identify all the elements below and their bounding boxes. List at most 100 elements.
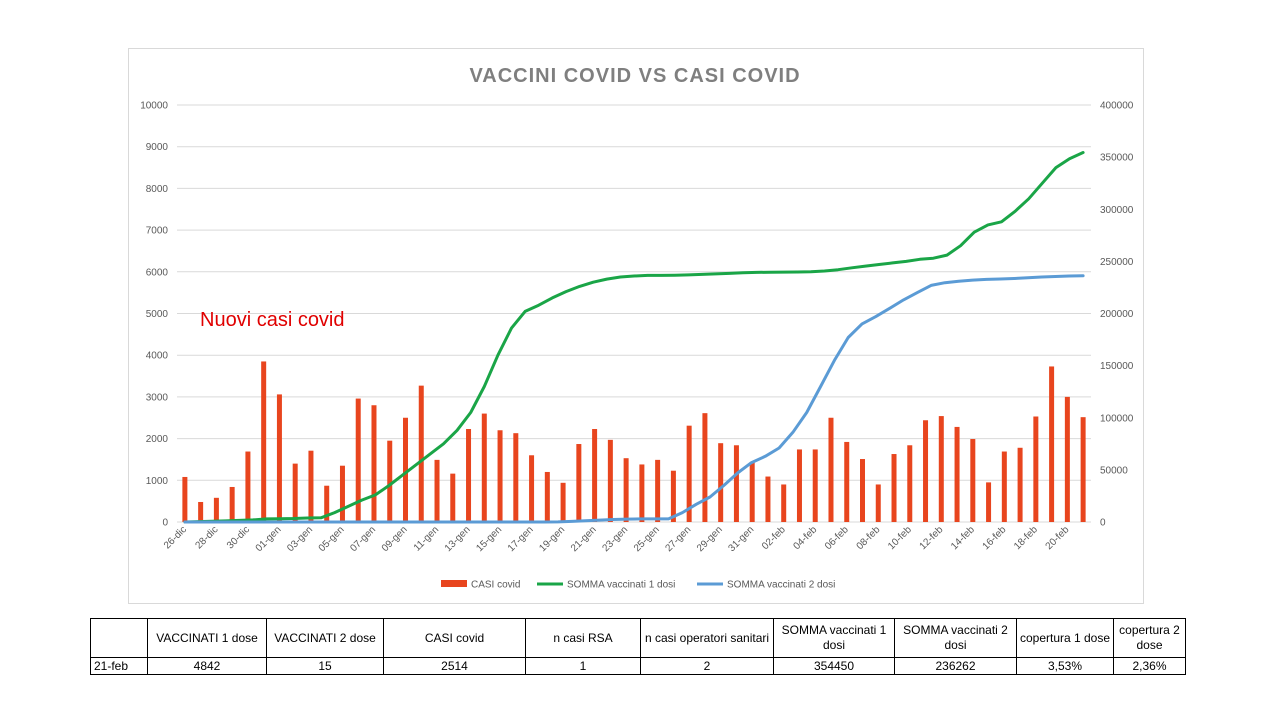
bar-cases bbox=[765, 476, 771, 522]
x-axis-tick-label: 17-gen bbox=[506, 524, 536, 554]
x-axis-tick-label: 15-gen bbox=[474, 524, 504, 554]
table-cell: 4842 bbox=[147, 657, 267, 675]
line-second-dose-total bbox=[183, 274, 1085, 524]
x-axis-tick-label: 18-feb bbox=[1012, 524, 1040, 552]
bar-cases bbox=[639, 464, 645, 522]
left-axis-tick-label: 6000 bbox=[146, 267, 169, 278]
summary-table: VACCINATI 1 dose VACCINATI 2 dose CASI c… bbox=[90, 618, 1186, 675]
left-axis-tick-label: 7000 bbox=[146, 226, 169, 237]
bar-cases bbox=[544, 471, 550, 522]
table-cell-date: 21-feb bbox=[90, 657, 148, 675]
bar-cases bbox=[576, 444, 582, 522]
right-axis-tick-label: 150000 bbox=[1100, 361, 1134, 372]
bar-cases bbox=[1080, 417, 1086, 522]
table-header-cell: n casi operatori sanitari bbox=[640, 618, 774, 658]
x-axis-tick-label: 05-gen bbox=[317, 524, 347, 554]
bar-cases bbox=[403, 417, 408, 522]
x-axis-tick-label: 20-feb bbox=[1044, 524, 1072, 552]
table-header-cell: SOMMA vaccinati 2 dosi bbox=[894, 618, 1017, 658]
x-axis-tick-label: 14-feb bbox=[949, 524, 977, 552]
bar-cases bbox=[796, 449, 802, 522]
x-axis-tick-label: 01-gen bbox=[254, 524, 284, 554]
table-cell: 2 bbox=[640, 657, 774, 675]
table-cell: 2,36% bbox=[1113, 657, 1186, 675]
x-axis-tick-label: 08-feb bbox=[855, 524, 883, 552]
table-header-cell: VACCINATI 2 dose bbox=[266, 618, 384, 658]
bar-cases bbox=[261, 361, 267, 522]
table-cell: 3,53% bbox=[1016, 657, 1114, 675]
legend-label: SOMMA vaccinati 1 dosi bbox=[567, 580, 675, 591]
right-axis-tick-label: 0 bbox=[1100, 518, 1106, 529]
left-axis-tick-label: 1000 bbox=[146, 476, 169, 487]
table-header-row: VACCINATI 1 dose VACCINATI 2 dose CASI c… bbox=[90, 618, 1186, 658]
table-row: 21-feb 4842 15 2514 1 2 354450 236262 3,… bbox=[90, 657, 1186, 675]
bar-cases bbox=[607, 439, 613, 522]
right-axis-tick-label: 350000 bbox=[1100, 153, 1134, 164]
legend-label: CASI covid bbox=[471, 580, 520, 591]
left-axis-tick-label: 3000 bbox=[146, 392, 169, 403]
line-first-dose-total bbox=[183, 151, 1085, 524]
x-axis-tick-label: 25-gen bbox=[632, 524, 662, 554]
x-axis-tick-label: 07-gen bbox=[348, 524, 378, 554]
table-header-cell bbox=[90, 618, 148, 658]
chart-svg: VACCINI COVID VS CASI COVID 0 1000 2000 300… bbox=[140, 65, 1134, 591]
table-cell: 354450 bbox=[773, 657, 895, 675]
left-axis-tick-label: 2000 bbox=[146, 434, 169, 445]
bar-cases bbox=[513, 433, 519, 522]
bar-cases bbox=[828, 417, 834, 522]
legend-label: SOMMA vaccinati 2 dosi bbox=[727, 580, 835, 591]
annotation-new-cases: Nuovi casi covid bbox=[200, 309, 345, 331]
bar-cases bbox=[860, 459, 865, 522]
bar-cases bbox=[938, 416, 944, 522]
bar-cases bbox=[387, 440, 393, 522]
bar-cases bbox=[481, 413, 487, 522]
bar-cases bbox=[371, 405, 377, 522]
x-axis-tick-label: 06-feb bbox=[823, 524, 851, 552]
bar-cases bbox=[560, 482, 566, 522]
table-header-cell: n casi RSA bbox=[525, 618, 641, 658]
bar-cases bbox=[702, 413, 708, 522]
bar-cases bbox=[339, 465, 345, 522]
x-axis-tick-label: 02-feb bbox=[760, 524, 788, 552]
x-axis-tick-label: 04-feb bbox=[792, 524, 820, 552]
bar-cases bbox=[434, 459, 440, 522]
bar-cases bbox=[686, 425, 692, 522]
chart-frame: VACCINI COVID VS CASI COVID 0 1000 2000 300… bbox=[128, 48, 1144, 604]
legend-swatch-bar bbox=[441, 580, 467, 587]
left-axis-tick-label: 4000 bbox=[146, 351, 169, 362]
bar-cases bbox=[733, 445, 739, 522]
bar-cases bbox=[355, 398, 361, 522]
bar-cases bbox=[308, 450, 314, 522]
right-axis-tick-label: 400000 bbox=[1100, 101, 1134, 112]
bar-cases bbox=[875, 484, 881, 522]
bar-cases bbox=[749, 461, 755, 522]
table-header-cell: copertura 2 dose bbox=[1113, 618, 1186, 658]
bar-cases bbox=[198, 501, 204, 522]
bar-cases bbox=[276, 394, 282, 522]
left-axis-tick-label: 9000 bbox=[146, 142, 169, 153]
x-axis-tick-label: 19-gen bbox=[537, 524, 567, 554]
bar-cases bbox=[1001, 451, 1007, 522]
bar-cases bbox=[418, 385, 424, 522]
bar-cases bbox=[1049, 366, 1055, 522]
bar-cases bbox=[450, 473, 456, 522]
x-axis-tick-label: 10-feb bbox=[886, 524, 914, 552]
x-axis-tick-label: 09-gen bbox=[380, 524, 410, 554]
x-axis-tick-label: 29-gen bbox=[695, 524, 725, 554]
right-axis-tick-label: 200000 bbox=[1100, 309, 1134, 320]
x-axis-tick-label: 23-gen bbox=[600, 524, 630, 554]
bar-cases bbox=[1064, 396, 1070, 522]
x-axis-tick-label: 28-dic bbox=[193, 524, 220, 551]
left-axis-tick-label: 8000 bbox=[146, 184, 169, 195]
right-axis-tick-label: 50000 bbox=[1100, 465, 1128, 476]
table-cell: 15 bbox=[266, 657, 384, 675]
right-axis-tick-label: 250000 bbox=[1100, 257, 1134, 268]
x-axis-tick-label: 21-gen bbox=[569, 524, 599, 554]
bar-cases bbox=[670, 470, 676, 522]
table-header-cell: CASI covid bbox=[383, 618, 526, 658]
left-axis-tick-label: 10000 bbox=[140, 101, 168, 112]
bar-cases bbox=[324, 485, 330, 522]
bar-cases bbox=[891, 454, 897, 522]
x-axis-tick-label: 13-gen bbox=[443, 524, 473, 554]
bar-cases bbox=[718, 443, 724, 522]
